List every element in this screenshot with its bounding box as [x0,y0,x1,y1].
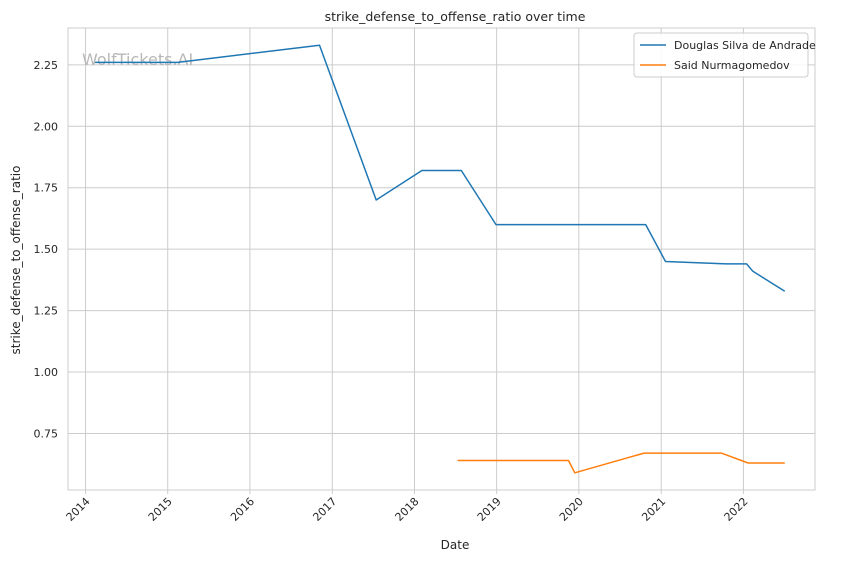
y-tick-label: 2.00 [34,120,59,133]
y-axis-title: strike_defense_to_offense_ratio [9,166,23,355]
plot-area-frame [67,27,816,491]
y-tick-label: 1.75 [34,182,59,195]
y-tick-label: 2.25 [34,59,59,72]
x-tick-label: 2020 [557,495,586,524]
legend-label-douglas: Douglas Silva de Andrade [674,39,816,52]
grid-lines [68,28,815,490]
x-tick-label: 2014 [64,495,93,524]
x-tick-label: 2016 [228,495,257,524]
legend: Douglas Silva de Andrade Said Nurmagomed… [633,32,816,78]
x-tick-label: 2017 [310,495,339,524]
y-tick-label: 1.25 [34,305,59,318]
x-tick-label: 2022 [722,495,751,524]
chart-title: strike_defense_to_offense_ratio over tim… [325,9,586,24]
x-tick-label: 2019 [475,495,504,524]
x-axis-ticks: 2014 2015 2016 2017 2018 2019 2020 2021 2022 [64,490,751,524]
x-tick-label: 2018 [393,495,422,524]
y-tick-label: 0.75 [34,427,59,440]
x-axis-title: Date [441,538,470,552]
legend-box [633,32,809,78]
watermark: WolfTickets.AI [82,50,193,69]
series-lines [94,44,785,474]
x-tick-label: 2015 [146,495,175,524]
y-axis-ticks: 0.75 1.00 1.25 1.50 1.75 2.00 2.25 [34,59,59,441]
x-tick-label: 2021 [639,495,668,524]
y-tick-label: 1.50 [34,243,59,256]
y-tick-label: 1.00 [34,366,59,379]
legend-label-said: Said Nurmagomedov [674,59,790,72]
series-line-douglas [94,44,785,292]
series-line-said [457,452,785,474]
